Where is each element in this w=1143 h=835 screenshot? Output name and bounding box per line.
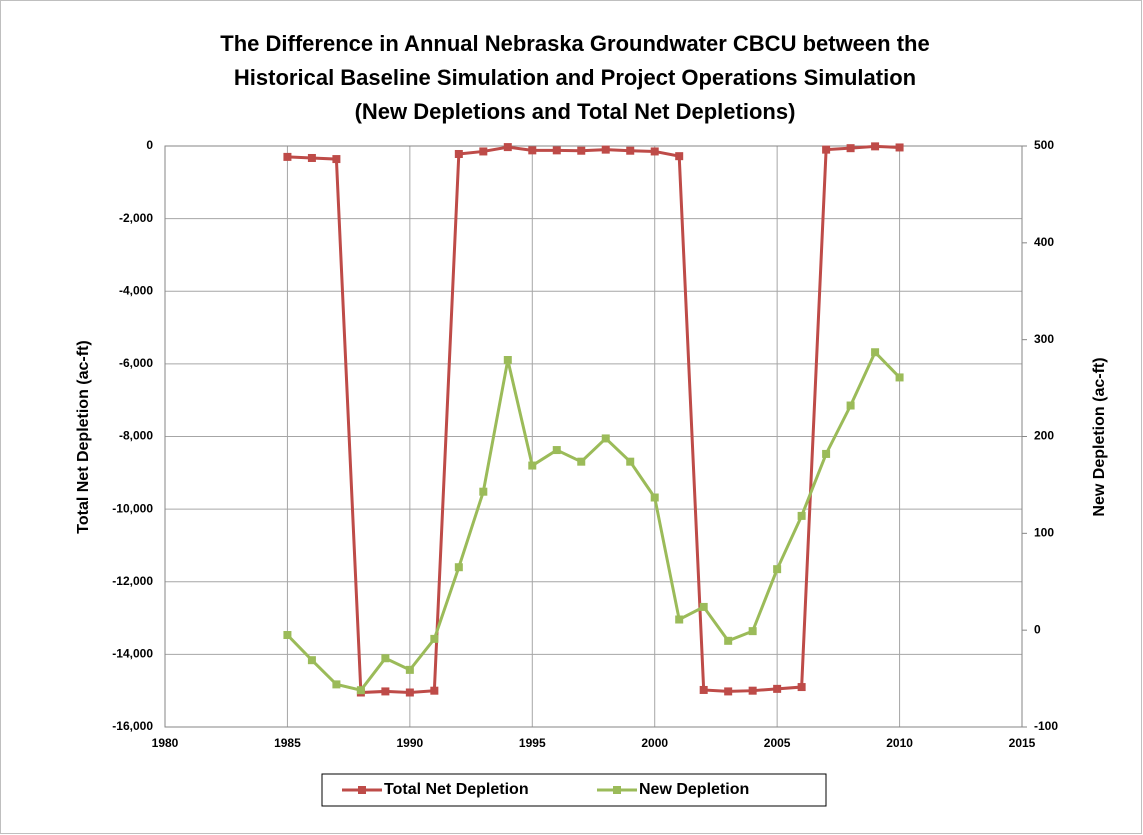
legend [321, 773, 827, 807]
y-tick-label: -8,000 [119, 429, 153, 443]
point-marker [748, 627, 757, 636]
point-marker [479, 487, 488, 496]
y2-tick-label: 100 [1034, 526, 1054, 540]
x-tick-label: 2005 [764, 736, 791, 750]
point-marker [650, 147, 659, 156]
point-marker [528, 461, 537, 470]
point-marker [675, 152, 684, 161]
point-marker [381, 654, 390, 663]
point-marker [895, 143, 904, 152]
point-marker [332, 155, 341, 164]
point-marker [773, 684, 782, 693]
series-line [286, 349, 901, 692]
y-tick-label: -2,000 [119, 211, 153, 225]
y-tick-label: -16,000 [112, 719, 153, 733]
point-marker [822, 145, 831, 154]
point-marker [577, 457, 586, 466]
x-tick-label: 2010 [886, 736, 913, 750]
point-marker [454, 563, 463, 572]
point-marker [871, 142, 880, 151]
x-tick-label: 2000 [641, 736, 668, 750]
y-tick-label: -10,000 [112, 501, 153, 515]
y-tick-label: -14,000 [112, 647, 153, 661]
y2-tick-label: -100 [1034, 719, 1058, 733]
legend-swatch-marker [358, 786, 366, 794]
point-marker [846, 144, 855, 153]
x-tick-label: 1995 [519, 736, 546, 750]
chart-title: (New Depletions and Total Net Depletions… [355, 99, 796, 124]
point-marker [577, 146, 586, 155]
point-marker [454, 149, 463, 158]
point-marker [846, 401, 855, 410]
legend-label: New Depletion [639, 781, 749, 798]
y-tick-label: -4,000 [119, 283, 153, 297]
plot-frame [164, 145, 1023, 728]
point-marker [797, 511, 806, 520]
point-marker [381, 687, 390, 696]
point-marker [724, 636, 733, 645]
y-tick-label: 0 [146, 138, 153, 152]
point-marker [675, 615, 684, 624]
point-marker [479, 147, 488, 156]
y2-tick-label: 400 [1034, 235, 1054, 249]
point-marker [626, 146, 635, 155]
chart-title: The Difference in Annual Nebraska Ground… [220, 31, 929, 56]
y2-tick-label: 500 [1034, 138, 1054, 152]
series-line [287, 144, 900, 695]
point-marker [650, 493, 659, 502]
x-tick-label: 1990 [397, 736, 424, 750]
point-marker [773, 565, 782, 574]
point-marker [895, 373, 904, 382]
chart-title: Historical Baseline Simulation and Proje… [234, 65, 916, 90]
point-marker [307, 656, 316, 665]
point-marker [283, 152, 292, 161]
point-marker [503, 143, 512, 152]
point-marker [307, 153, 316, 162]
point-marker [552, 146, 561, 155]
point-marker [601, 145, 610, 154]
y2-tick-label: 200 [1034, 429, 1054, 443]
point-marker [601, 434, 610, 443]
point-marker [552, 446, 561, 455]
point-marker [822, 449, 831, 458]
point-marker [626, 457, 635, 466]
point-marker [283, 631, 292, 640]
point-marker [332, 680, 341, 689]
legend-label: Total Net Depletion [384, 781, 529, 798]
y2-axis-label: New Depletion (ac-ft) [1091, 357, 1108, 516]
point-marker [724, 687, 733, 696]
point-marker [748, 686, 757, 695]
x-tick-label: 1985 [274, 736, 301, 750]
point-marker [356, 686, 365, 695]
x-tick-label: 1980 [152, 736, 179, 750]
y-axis-label: Total Net Depletion (ac-ft) [75, 340, 92, 533]
point-marker [871, 348, 880, 357]
point-marker [528, 146, 537, 155]
x-tick-label: 2015 [1009, 736, 1036, 750]
y2-tick-label: 0 [1034, 622, 1041, 636]
y2-tick-label: 300 [1034, 332, 1054, 346]
y-tick-label: -12,000 [112, 574, 153, 588]
point-marker [699, 602, 708, 611]
point-marker [430, 686, 439, 695]
point-marker [405, 665, 414, 674]
point-marker [430, 634, 439, 643]
point-marker [699, 685, 708, 694]
legend-swatch-marker [613, 786, 621, 794]
point-marker [503, 356, 512, 365]
point-marker [405, 688, 414, 697]
point-marker [797, 683, 806, 692]
y-tick-label: -6,000 [119, 356, 153, 370]
